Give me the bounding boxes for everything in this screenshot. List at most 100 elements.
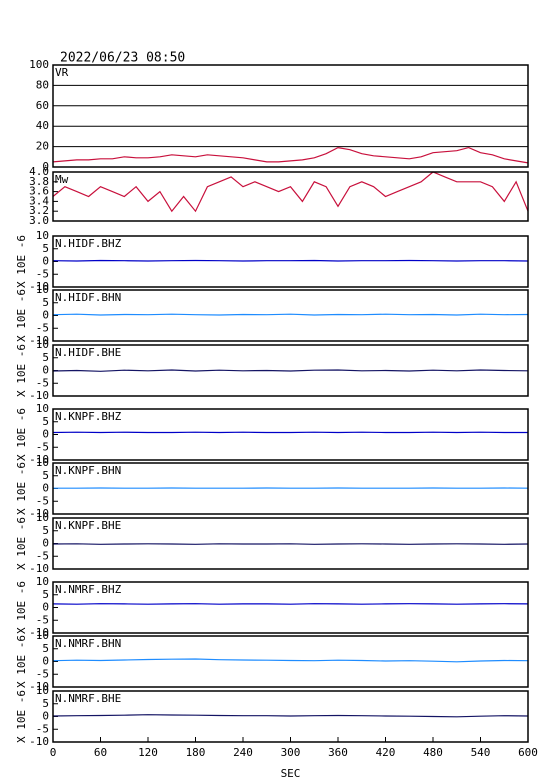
y-tick-label: 20	[36, 140, 49, 153]
x-tick-label: 240	[233, 746, 253, 759]
y-tick-label: 3.4	[29, 194, 49, 207]
y-tick-label: 5	[42, 242, 49, 255]
panel-label: N.HIDF.BHZ	[55, 237, 122, 250]
y-tick-label: 0	[42, 482, 49, 495]
y-tick-label: 5	[42, 524, 49, 537]
y-tick-label: -5	[36, 667, 49, 680]
trace	[52, 146, 529, 164]
y-tick-label: 5	[42, 415, 49, 428]
x-tick-label: 420	[376, 746, 396, 759]
y-tick-label: 5	[42, 697, 49, 710]
y-tick-label: 10	[36, 338, 49, 351]
y-axis-label: X 10E -6	[15, 462, 28, 515]
y-tick-label: 3.6	[29, 185, 49, 198]
trace	[52, 603, 529, 605]
panel-label: N.HIDF.BHN	[55, 291, 121, 304]
y-tick-label: -5	[36, 376, 49, 389]
panel-label: N.KNPF.BHZ	[55, 410, 122, 423]
panel-frame	[52, 171, 529, 222]
panel-frame	[52, 581, 529, 634]
panel-label: N.NMRF.BHZ	[55, 583, 122, 596]
y-axis-label: X 10E -6	[15, 289, 28, 342]
y-tick-label: -10	[29, 334, 49, 347]
panel-label: N.KNPF.BHN	[55, 464, 121, 477]
y-tick-label: 10	[36, 511, 49, 524]
x-tick-label: 540	[471, 746, 491, 759]
x-tick-label: 600	[518, 746, 538, 759]
y-tick-label: 5	[42, 469, 49, 482]
y-tick-label: 3.0	[29, 214, 49, 227]
y-tick-label: 0	[42, 364, 49, 377]
y-tick-label: 10	[36, 575, 49, 588]
x-axis-label: SEC	[281, 767, 301, 780]
y-axis-label: X 10E -6	[15, 517, 28, 570]
y-tick-label: -10	[29, 562, 49, 575]
trace	[52, 259, 529, 262]
x-tick-label: 180	[186, 746, 206, 759]
y-tick-label: 5	[42, 296, 49, 309]
y-tick-label: 100	[29, 58, 49, 71]
y-tick-label: 5	[42, 642, 49, 655]
y-tick-label: -5	[36, 494, 49, 507]
panel-frame	[52, 344, 529, 397]
y-tick-label: 10	[36, 229, 49, 242]
y-axis-label: X 10E -6	[15, 635, 28, 688]
y-tick-label: 0	[42, 160, 49, 173]
y-tick-label: 10	[36, 283, 49, 296]
y-tick-label: 80	[36, 78, 49, 91]
trace	[52, 313, 529, 316]
chart-title: 2022/06/23 08:50	[60, 51, 185, 66]
y-tick-label: 0	[42, 710, 49, 723]
y-tick-label: 10	[36, 402, 49, 415]
x-tick-label: 120	[138, 746, 158, 759]
panel-label: N.HIDF.BHE	[55, 346, 121, 359]
y-tick-label: 0	[42, 601, 49, 614]
x-tick-label: 360	[328, 746, 348, 759]
y-tick-label: -10	[29, 735, 49, 748]
panel-frame	[52, 462, 529, 515]
y-tick-label: 0	[42, 428, 49, 441]
trace	[52, 543, 529, 545]
y-tick-label: -10	[29, 389, 49, 402]
y-tick-label: -5	[36, 722, 49, 735]
y-tick-label: 10	[36, 629, 49, 642]
y-tick-label: 0	[42, 309, 49, 322]
trace	[52, 369, 529, 372]
panel-label: VR	[55, 66, 69, 79]
y-tick-label: 0	[42, 655, 49, 668]
y-axis-label: X 10E -6	[15, 408, 28, 461]
panel-frame	[52, 289, 529, 342]
y-tick-label: 10	[36, 684, 49, 697]
panel-frame	[52, 517, 529, 570]
y-tick-label: -5	[36, 440, 49, 453]
y-axis-label: X 10E -6	[15, 344, 28, 397]
x-tick-label: 300	[281, 746, 301, 759]
x-tick-label: 480	[423, 746, 443, 759]
y-tick-label: -10	[29, 680, 49, 693]
y-tick-label: 0	[42, 255, 49, 268]
trace	[52, 714, 529, 718]
y-tick-label: -10	[29, 626, 49, 639]
x-tick-label: 0	[50, 746, 57, 759]
y-tick-label: 3.2	[29, 204, 49, 217]
panel-frame	[52, 408, 529, 461]
y-tick-label: 5	[42, 351, 49, 364]
panel-frame	[52, 64, 529, 168]
y-tick-label: -10	[29, 453, 49, 466]
y-tick-label: 10	[36, 456, 49, 469]
y-tick-label: -5	[36, 613, 49, 626]
y-tick-label: 3.8	[29, 175, 49, 188]
y-axis-label: X 10E -6	[15, 581, 28, 634]
y-tick-label: 40	[36, 119, 49, 132]
y-tick-label: -10	[29, 280, 49, 293]
y-tick-label: 5	[42, 588, 49, 601]
trace	[52, 171, 529, 213]
y-tick-label: -5	[36, 267, 49, 280]
x-tick-label: 60	[94, 746, 107, 759]
y-tick-label: -10	[29, 507, 49, 520]
y-axis-label: X 10E -6	[15, 690, 28, 743]
y-tick-label: -5	[36, 321, 49, 334]
y-tick-label: 60	[36, 99, 49, 112]
panel-label: N.KNPF.BHE	[55, 519, 121, 532]
